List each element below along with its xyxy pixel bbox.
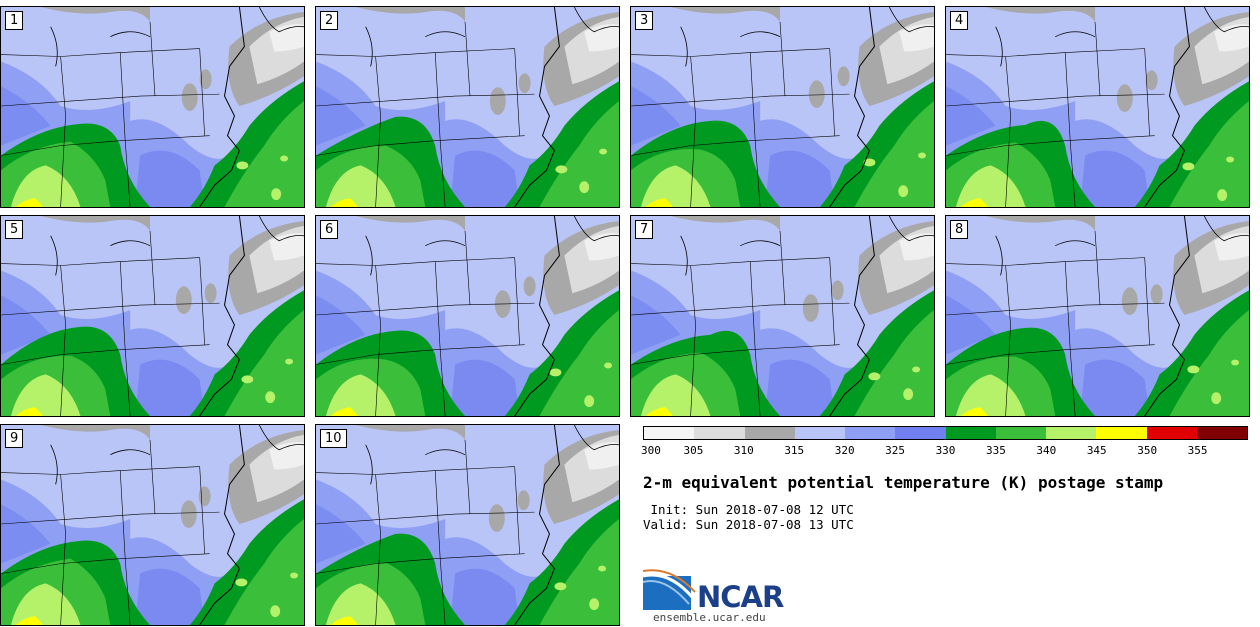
valid-time: Valid: Sun 2018-07-08 13 UTC bbox=[643, 517, 854, 532]
colorbar-swatch bbox=[794, 427, 845, 439]
panel-number: 7 bbox=[635, 220, 654, 239]
colorbar bbox=[643, 426, 1248, 440]
colorbar-tick-label: 350 bbox=[1137, 444, 1158, 457]
map-panel: 6 bbox=[315, 215, 620, 417]
panel-number: 6 bbox=[320, 220, 339, 239]
colorbar-tick-label: 325 bbox=[885, 444, 906, 457]
panel-number: 2 bbox=[320, 11, 339, 30]
colorbar-swatch bbox=[644, 427, 695, 439]
ncar-logo-text: NCAR bbox=[697, 580, 784, 614]
map-panel: 2 bbox=[315, 6, 620, 208]
colorbar-swatch bbox=[895, 427, 946, 439]
map-panel: 9 bbox=[0, 424, 305, 626]
figure-title: 2-m equivalent potential temperature (K)… bbox=[643, 473, 1164, 492]
map-panel: 5 bbox=[0, 215, 305, 417]
colorbar-tick-label: 345 bbox=[1086, 444, 1107, 457]
colorbar-tick-label: 305 bbox=[683, 444, 704, 457]
colorbar-tick-label: 315 bbox=[784, 444, 805, 457]
panel-number: 4 bbox=[950, 11, 969, 30]
panel-number: 10 bbox=[320, 429, 347, 448]
colorbar-swatch bbox=[845, 427, 896, 439]
colorbar-tick-label: 310 bbox=[733, 444, 754, 457]
colorbar-swatch bbox=[1146, 427, 1197, 439]
panel-number: 1 bbox=[5, 11, 24, 30]
colorbar-tick-label: 300 bbox=[641, 444, 661, 457]
map-panel: 1 bbox=[0, 6, 305, 208]
panel-number: 3 bbox=[635, 11, 654, 30]
colorbar-tick-label: 355 bbox=[1187, 444, 1208, 457]
map-panel: 7 bbox=[630, 215, 935, 417]
colorbar-tick-label: 340 bbox=[1036, 444, 1057, 457]
colorbar-swatch bbox=[1046, 427, 1097, 439]
ncar-logo-icon bbox=[643, 569, 696, 610]
colorbar-swatch bbox=[1196, 427, 1247, 439]
colorbar-swatch bbox=[995, 427, 1046, 439]
colorbar-swatch bbox=[1096, 427, 1147, 439]
panel-number: 9 bbox=[5, 429, 24, 448]
map-panel: 8 bbox=[945, 215, 1250, 417]
colorbar-swatch bbox=[694, 427, 745, 439]
panel-number: 5 bbox=[5, 220, 24, 239]
map-panel: 4 bbox=[945, 6, 1250, 208]
init-time: Init: Sun 2018-07-08 12 UTC bbox=[643, 502, 854, 517]
map-panel: 10 bbox=[315, 424, 620, 626]
colorbar-tick-label: 330 bbox=[935, 444, 956, 457]
colorbar-tick-label: 320 bbox=[834, 444, 855, 457]
panel-number: 8 bbox=[950, 220, 969, 239]
colorbar-tick-label: 335 bbox=[985, 444, 1006, 457]
ensemble-url: ensemble.ucar.edu bbox=[653, 611, 766, 624]
map-panel: 3 bbox=[630, 6, 935, 208]
colorbar-swatch bbox=[945, 427, 996, 439]
colorbar-swatch bbox=[744, 427, 795, 439]
colorbar-ticks: 300 305 310 315 320 325 330 335 340 345 350 355 bbox=[641, 444, 1248, 458]
